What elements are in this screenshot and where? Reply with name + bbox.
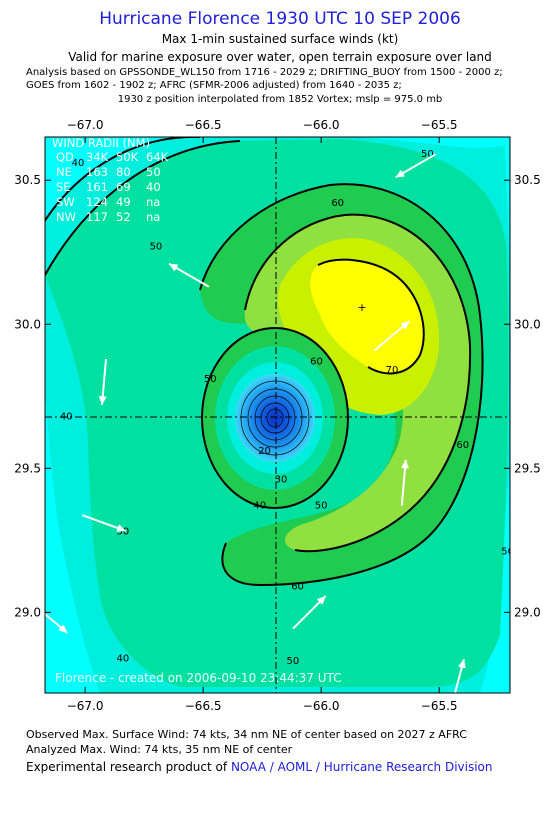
wind-radii-title: WIND RADII (NM) (52, 136, 150, 150)
contour-label: 30 (275, 475, 288, 486)
wind-arrow (395, 153, 437, 179)
contour-label: 50 (421, 149, 434, 160)
chart-subtitle: Max 1-min sustained surface winds (kt) (161, 32, 399, 46)
contour-line-50kt-inner (201, 327, 349, 509)
y-tick-label-left: 30.0 (14, 317, 41, 331)
wind-radii-cell: SW (56, 195, 75, 209)
x-tick-label-bottom: −66.5 (185, 699, 222, 713)
x-tick-label-bottom: −66.0 (303, 699, 340, 713)
analysis-sources-line-2: GOES from 1602 - 1902 z; AFRC (SFMR-2006… (26, 80, 402, 91)
contour-line-eye-3 (254, 395, 296, 441)
eye-core (235, 374, 315, 462)
y-tick-label-right: 30.0 (514, 317, 541, 331)
wind-arrow (82, 514, 126, 532)
wind-radii-cell: na (146, 195, 160, 209)
contour-label: 60 (310, 357, 323, 368)
wind-arrow (98, 358, 108, 405)
contour-line-50kt-outer (199, 183, 484, 587)
wind-arrow (168, 262, 210, 288)
y-tick-label-right: 29.5 (514, 461, 541, 475)
wind-radii-cell: 52 (116, 210, 131, 224)
wind-radii-cell: 80 (116, 165, 131, 179)
contour-label: 40 (253, 501, 266, 512)
contour-label: 50 (315, 501, 328, 512)
wind-radii-cell: 117 (86, 210, 108, 224)
wind-radii-cell: 124 (86, 195, 108, 209)
contour-label: 70 (386, 365, 399, 376)
analysis-sources-line-1: Analysis based on GPSSONDE_WL150 from 17… (26, 67, 503, 78)
wind-radii-cell: 40 (146, 180, 161, 194)
credit-text: Florence - created on 2006-09-10 23:44:3… (55, 671, 342, 685)
wind-radii-cell: na (146, 210, 160, 224)
organization-link[interactable]: NOAA / AOML / Hurricane Research Divisio… (230, 760, 493, 774)
wind-arrow (45, 612, 68, 634)
wind-radii-cell: 49 (116, 195, 131, 209)
contour-label: 60 (331, 198, 344, 209)
contour-line-40kt-west (45, 140, 241, 276)
contour-label: 40 (60, 411, 73, 422)
max-wind-core (310, 259, 424, 374)
wind-arrows (45, 153, 466, 693)
y-tick-label-left: 29.0 (14, 605, 41, 619)
contour-label: 50 (117, 527, 130, 538)
axis-ticks: −67.0 −67.0 −66.5 −66.5 −66.0 −66.0 −65.5 −65.5… (14, 118, 540, 713)
x-tick-label-bottom: −65.5 (421, 699, 458, 713)
observed-max-wind: Observed Max. Surface Wind: 74 kts, 34 n… (26, 728, 467, 741)
wind-radii-cell: 69 (116, 180, 131, 194)
analysis-sources-line-3: 1930 z position interpolated from 1852 V… (117, 94, 443, 105)
max-wind-marker: + (357, 301, 366, 314)
wind-radii-cell: NW (56, 210, 76, 224)
wind-arrow (400, 459, 409, 506)
contour-label: 20 (258, 446, 271, 457)
chart-title: Hurricane Florence 1930 UTC 10 SEP 2006 (99, 9, 461, 29)
contour-line-eye-5 (266, 408, 284, 428)
wind-radii-header: 50K (116, 150, 139, 164)
credit-footer: Experimental research product of NOAA / … (26, 760, 493, 774)
contour-label: 40 (72, 158, 85, 169)
analyzed-max-wind: Analyzed Max. Wind: 74 kts, 35 nm NE of … (26, 743, 293, 756)
plot-frame (44, 136, 511, 694)
wind-radii-cell: 163 (86, 165, 108, 179)
contour-line-40kt-nw (45, 137, 200, 223)
wind-arrow (292, 595, 327, 630)
wind-radii-cell: NE (56, 165, 72, 179)
contour-label: 60 (291, 581, 304, 592)
y-tick-label-left: 30.5 (14, 173, 41, 187)
contour-line-70kt (317, 258, 425, 375)
credit-prefix: Experimental research product of (26, 760, 228, 774)
wind-radii-header: 64K (146, 150, 169, 164)
contour-line-eye-4 (260, 402, 290, 434)
x-tick-label-top: −66.5 (185, 118, 222, 132)
validity-note: Valid for marine exposure over water, op… (68, 50, 492, 64)
y-tick-label-right: 30.5 (514, 173, 541, 187)
contour-line-eye-2 (247, 388, 303, 448)
contour-label: 60 (456, 440, 469, 451)
x-tick-label-top: −65.5 (421, 118, 458, 132)
contour-line-60kt (244, 213, 472, 553)
y-tick-label-right: 29.0 (514, 605, 541, 619)
contour-label: 50 (204, 374, 217, 385)
contour-label: 50 (150, 241, 163, 252)
y-tick-label-left: 29.5 (14, 461, 41, 475)
wind-radii-cell: SE (56, 180, 71, 194)
contour-label: 40 (117, 653, 130, 664)
x-tick-label-top: −66.0 (303, 118, 340, 132)
contour-label: 50 (501, 547, 514, 558)
wind-radii-cell: 50 (146, 165, 161, 179)
x-tick-label-top: −67.0 (67, 118, 104, 132)
wind-arrow (373, 320, 411, 352)
wind-radii-header: 34K (86, 150, 109, 164)
wind-radii-header: QD (56, 150, 74, 164)
wind-radii-cell: 161 (86, 180, 108, 194)
contour-line-eye-1 (240, 380, 310, 456)
x-tick-label-bottom: −67.0 (67, 699, 104, 713)
contour-label: 50 (286, 656, 299, 667)
wind-arrow (453, 659, 466, 693)
wind-radii-table: WIND RADII (NM) QD 34K 50K 64K NE 163 80 50 SE 16… (52, 136, 169, 224)
